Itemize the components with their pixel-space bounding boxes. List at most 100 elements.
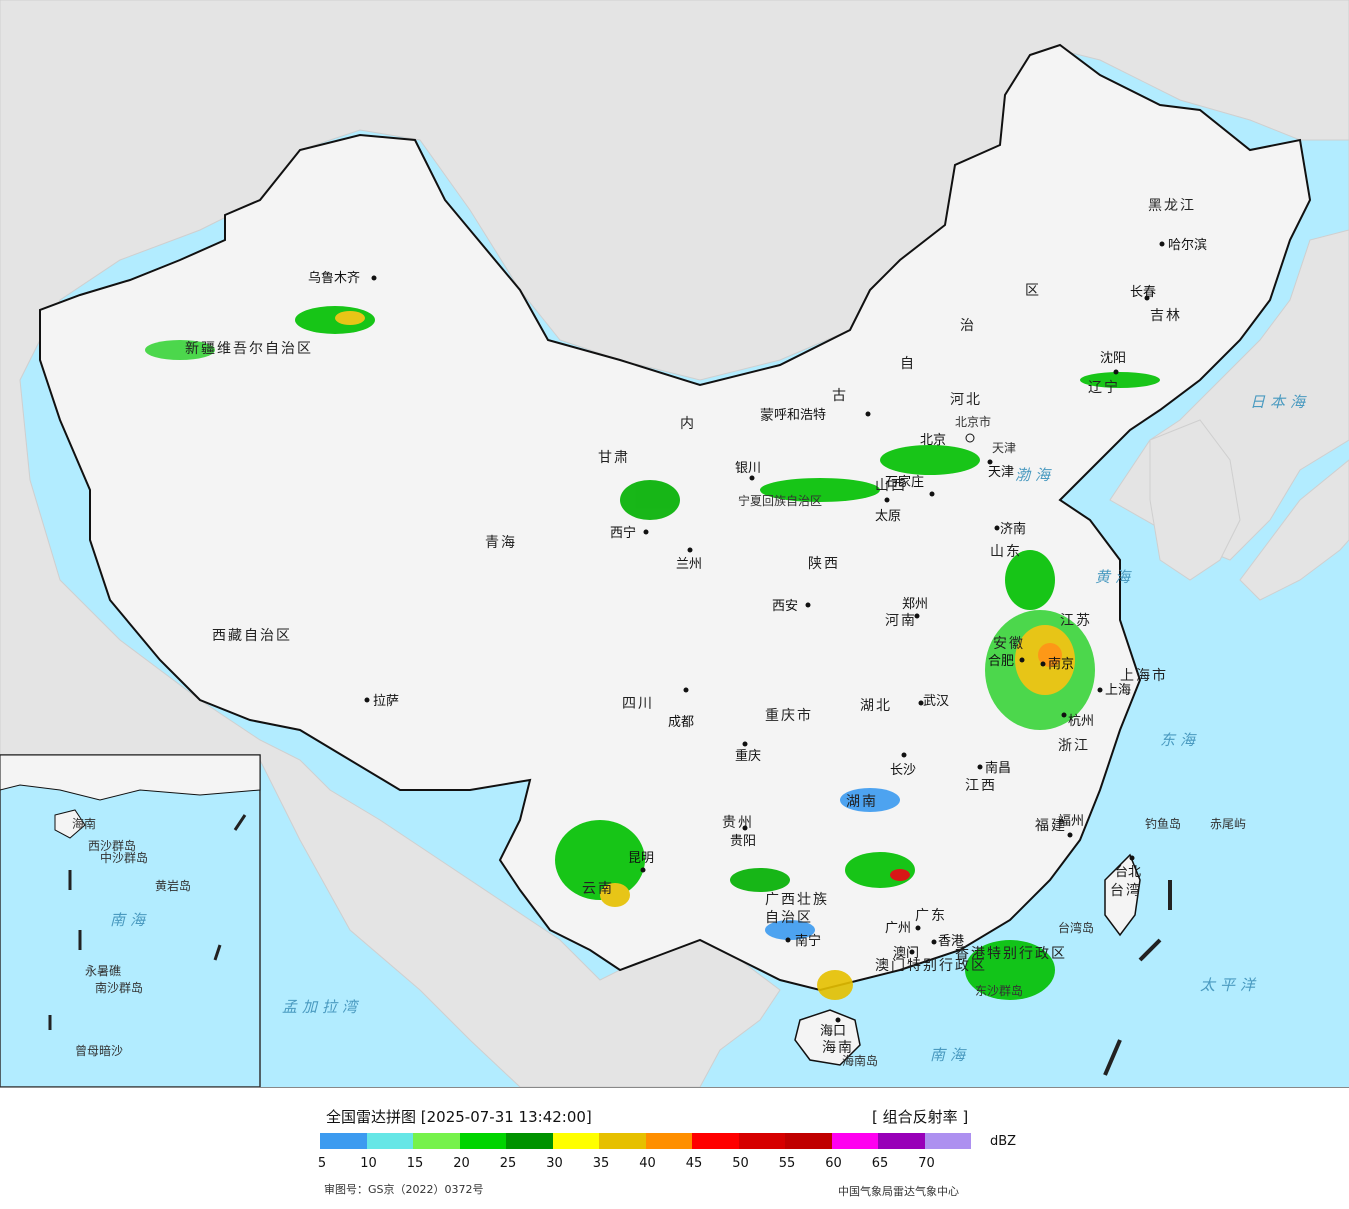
city-shenyang: 沈阳 — [1100, 351, 1126, 366]
data-source-center: 中国气象局雷达气象中心 — [838, 1185, 959, 1198]
korea-peninsula — [1149, 419, 1241, 581]
legend-tick-1: 10 — [360, 1156, 377, 1171]
inset-nansha: 南沙群岛 — [95, 980, 143, 995]
taiwan-island — [1104, 853, 1141, 937]
city-guiyang: 贵阳 — [730, 834, 756, 849]
label-zhejiang: 浙江 — [1058, 738, 1090, 754]
city-hangzhou: 杭州 — [1068, 714, 1094, 729]
legend-product: [ 组合反射率 ] — [872, 1108, 969, 1126]
legend-swatch-12 — [878, 1133, 925, 1149]
label-jilin: 吉林 — [1150, 308, 1182, 324]
legend-title: 全国雷达拼图 [2025-07-31 13:42:00] — [326, 1108, 592, 1126]
legend-swatch-6 — [599, 1133, 646, 1149]
city-tianjin: 天津 — [988, 465, 1014, 480]
city-changchun: 长春 — [1130, 285, 1156, 300]
legend-swatch-4 — [506, 1133, 553, 1149]
island-hainan: 海南岛 — [842, 1053, 878, 1068]
label-qinghai: 青海 — [485, 535, 517, 551]
city-chongqing: 重庆 — [735, 748, 761, 764]
label-jiangxi: 江西 — [965, 778, 997, 794]
sea-japan: 日本海 — [1250, 393, 1310, 411]
label-hebei: 河北 — [950, 392, 982, 408]
city-guangzhou: 广州 — [885, 921, 911, 936]
legend-tick-7: 40 — [639, 1156, 656, 1171]
inset-xisha: 西沙群岛 — [88, 838, 136, 853]
label-chongqing: 重庆市 — [765, 707, 813, 724]
label-taiwan: 台湾 — [1110, 882, 1142, 899]
city-nanchang: 南昌 — [985, 760, 1011, 776]
label-hainan: 海南 — [822, 1040, 854, 1056]
inset-zhongsha: 中沙群岛 — [100, 850, 148, 865]
city-zhengzhou: 郑州 — [902, 597, 928, 612]
label-guangdong: 广东 — [915, 908, 947, 924]
label-jiangsu: 江苏 — [1060, 613, 1092, 629]
legend-panel: 全国雷达拼图 [2025-07-31 13:42:00] [ 组合反射率 ] d… — [0, 1087, 1349, 1209]
sea-bengal: 孟加拉湾 — [282, 998, 362, 1016]
legend-tick-12: 65 — [871, 1156, 889, 1171]
boundary-dashes — [1103, 880, 1172, 1076]
inset-south-china-sea: 海南 南海 西沙群岛 中沙群岛 南沙群岛 黄岩岛 永暑礁 曾母暗沙 — [0, 754, 261, 1087]
label-neimeng-5: 治 — [960, 318, 976, 334]
city-yinchuan: 银川 — [735, 461, 761, 476]
city-lanzhou: 兰州 — [676, 557, 702, 572]
china-land — [39, 43, 1312, 992]
legend-tick-10: 55 — [778, 1156, 796, 1171]
label-hunan: 湖南 — [846, 794, 878, 810]
city-macau: 澳门 — [893, 945, 919, 961]
city-shanghai: 上海 — [1105, 683, 1131, 698]
city-changsha: 长沙 — [890, 763, 916, 778]
inset-huangyan: 黄岩岛 — [155, 878, 191, 893]
legend-swatch-7 — [645, 1133, 692, 1149]
label-neimeng-3: 古 — [832, 388, 848, 404]
legend-swatch-1 — [366, 1133, 413, 1149]
legend-tick-11: 60 — [825, 1156, 842, 1171]
label-guangxi-1: 广西壮族 — [765, 892, 829, 908]
label-xinjiang: 新疆维吾尔自治区 — [185, 341, 313, 357]
legend-tick-4: 25 — [499, 1156, 517, 1171]
legend-swatch-2 — [413, 1133, 460, 1149]
legend-swatch-11 — [831, 1133, 878, 1149]
city-jinan: 济南 — [1000, 521, 1026, 537]
legend-color-bar — [320, 1133, 971, 1149]
radar-map: 新疆维吾尔自治区 西藏自治区 青海 甘肃 内 蒙 古 自 治 区 黑龙江 吉林 … — [0, 0, 1349, 1087]
label-neimeng-1: 内 — [680, 416, 696, 432]
legend-swatch-5 — [552, 1133, 599, 1149]
city-harbin: 哈尔滨 — [1168, 237, 1207, 253]
sea-pacific: 太平洋 — [1200, 976, 1260, 994]
legend-unit: dBZ — [990, 1134, 1017, 1149]
sea-donghai: 东海 — [1160, 731, 1200, 749]
label-beijing: 北京市 — [955, 414, 991, 429]
city-labels: 乌鲁木齐 哈尔滨 长春 沈阳 呼和浩特 北京 天津 石家庄 太原 济南 银川 西… — [308, 237, 1207, 1039]
sea-huanghai: 黄海 — [1095, 568, 1135, 586]
city-beijing: 北京 — [920, 433, 946, 448]
city-xian: 西安 — [772, 599, 798, 614]
label-neimeng-2: 蒙 — [760, 408, 776, 424]
label-guangxi-2: 自治区 — [765, 910, 813, 926]
city-hongkong: 香港 — [938, 934, 964, 949]
legend-tick-2: 15 — [406, 1156, 424, 1171]
city-haikou: 海口 — [820, 1024, 846, 1039]
inset-nanhai: 南海 — [110, 911, 150, 929]
island-dongsha: 东沙群岛 — [975, 983, 1023, 998]
label-guizhou: 贵州 — [722, 815, 754, 831]
label-xizang: 西藏自治区 — [212, 628, 292, 644]
sea-bohai: 渤海 — [1015, 466, 1055, 484]
city-fuzhou: 福州 — [1058, 814, 1084, 829]
label-henan: 河南 — [885, 613, 917, 629]
label-sichuan: 四川 — [622, 696, 654, 712]
legend-tick-0: 5 — [317, 1156, 327, 1171]
island-chiwei: 赤尾屿 — [1210, 817, 1246, 831]
island-diaoyu: 钓鱼岛 — [1145, 816, 1181, 831]
legend-tick-13: 70 — [918, 1156, 935, 1171]
city-nanning: 南宁 — [795, 933, 821, 949]
label-macau-sar: 澳门特别行政区 — [875, 958, 987, 974]
inset-hainan: 海南 — [72, 816, 96, 831]
city-nanjing: 南京 — [1048, 656, 1074, 672]
label-heilongjiang: 黑龙江 — [1148, 198, 1196, 214]
city-taiyuan: 太原 — [875, 509, 901, 524]
city-xining: 西宁 — [610, 525, 636, 541]
city-urumqi: 乌鲁木齐 — [308, 270, 360, 286]
label-liaoning: 辽宁 — [1088, 379, 1120, 396]
city-shijiazhuang: 石家庄 — [885, 474, 924, 490]
legend-swatch-13 — [924, 1133, 971, 1149]
